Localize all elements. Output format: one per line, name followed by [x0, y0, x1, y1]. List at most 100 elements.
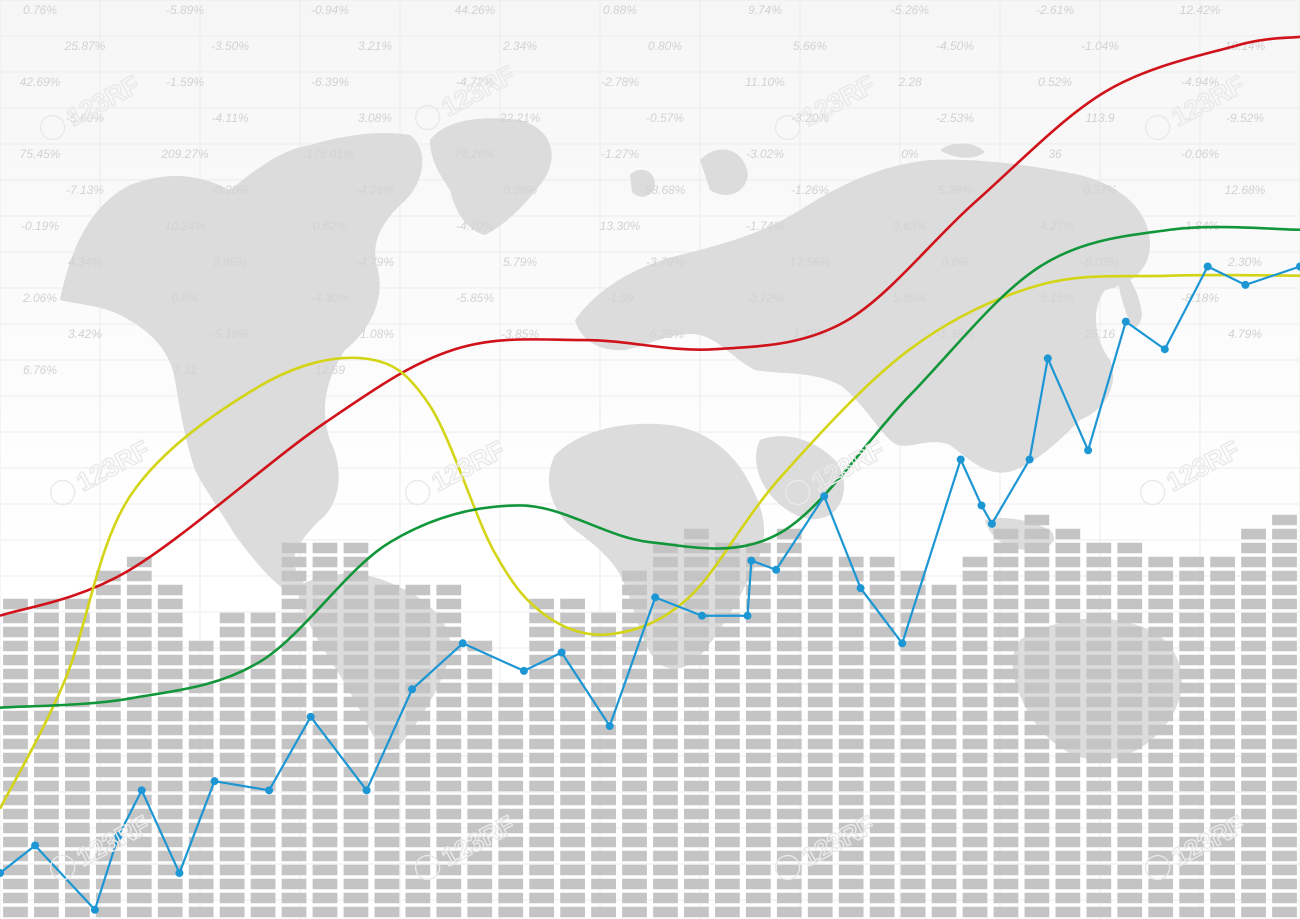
bar-segment [529, 696, 555, 708]
bar-segment [684, 612, 709, 624]
bar-segment [591, 794, 616, 806]
bar-segment [1086, 682, 1112, 694]
bar-segment [745, 822, 771, 834]
bar-segment [157, 612, 183, 624]
data-point [1160, 345, 1169, 354]
bar-segment [467, 724, 493, 736]
bar-segment [776, 724, 802, 736]
bar-segment [1179, 822, 1205, 834]
bar-segment [498, 850, 524, 862]
bar-segment [591, 640, 616, 652]
bar-segment [188, 752, 214, 764]
bar-segment [467, 640, 493, 652]
bar [684, 528, 709, 918]
series-line-4 [0, 265, 1300, 911]
bar-segment [467, 752, 493, 764]
bar-segment [281, 822, 307, 834]
bar-segment [312, 668, 338, 680]
bar [1148, 556, 1174, 918]
bar-segment [1117, 556, 1143, 568]
bar-segment [1179, 892, 1205, 904]
background-label: 5.66% [793, 39, 827, 53]
bar-segment [1055, 752, 1081, 764]
data-point [519, 666, 528, 675]
bar-segment [993, 822, 1019, 834]
bar-segment [1272, 892, 1297, 904]
bar-segment [962, 612, 988, 624]
bar-segment [95, 598, 121, 610]
bar-segment [157, 864, 183, 876]
bar-segment [343, 626, 369, 638]
bar-segment [65, 682, 90, 694]
bar-segment [95, 570, 121, 582]
bar-segment [467, 892, 493, 904]
bar-segment [1055, 542, 1081, 554]
bar-segment [622, 668, 647, 680]
bar-segment [436, 598, 462, 610]
data-point [137, 786, 146, 795]
bar [931, 584, 957, 918]
bar-segment [993, 640, 1019, 652]
bar-segment [1210, 808, 1235, 820]
bar-segment [1241, 682, 1266, 694]
bar-segment [1117, 710, 1143, 722]
bar-segment [1241, 738, 1266, 750]
bar-segment [374, 598, 400, 610]
bar-segment [157, 780, 183, 792]
bar-segment [931, 710, 957, 722]
bar-segment [1272, 836, 1297, 848]
bar-segment [1086, 878, 1112, 890]
bar-segment [653, 682, 678, 694]
bar-segment [188, 738, 214, 750]
watermark-camera-icon [414, 854, 441, 881]
bar-segment [250, 612, 276, 624]
bar-segment [1024, 724, 1050, 736]
bar-segment [962, 570, 988, 582]
bar-segment [1241, 794, 1266, 806]
bar-segment [591, 836, 616, 848]
background-label: -0.06% [1181, 147, 1219, 161]
bar-segment [219, 878, 245, 890]
bar-segment [560, 682, 585, 694]
bar-segment [436, 640, 462, 652]
background-label: 17.56% [790, 255, 831, 269]
bar-segment [34, 822, 59, 834]
data-point [1241, 280, 1250, 289]
bar-segment [560, 836, 585, 848]
bar-segment [931, 780, 957, 792]
bar-segment [622, 752, 647, 764]
bar-segment [250, 892, 276, 904]
bar-segment [869, 738, 895, 750]
bar-segment [374, 668, 400, 680]
watermark-camera-icon [414, 104, 441, 131]
bar-segment [374, 850, 400, 862]
bar-segment [1055, 766, 1081, 778]
bar-segment [95, 878, 121, 890]
background-label: -1.74% [746, 219, 784, 233]
bar-segment [1148, 724, 1174, 736]
background-label: -3.02% [746, 147, 784, 161]
bar-segment [1210, 696, 1235, 708]
data-point [31, 841, 40, 850]
bar [188, 640, 214, 918]
bar-segment [715, 696, 740, 708]
bar-segment [931, 668, 957, 680]
bar-segment [312, 878, 338, 890]
bar-segment [869, 668, 895, 680]
bar-segment [684, 864, 709, 876]
background-label: -3.79% [646, 255, 684, 269]
bar-segment [745, 766, 771, 778]
background-label: 0% [901, 147, 919, 161]
bar-segment [715, 598, 740, 610]
bar-segment [1272, 780, 1297, 792]
bar-segment [1148, 626, 1174, 638]
bar-segment [312, 570, 338, 582]
bar-segment [653, 626, 678, 638]
bar-segment [436, 626, 462, 638]
bar [126, 556, 152, 918]
bar-segment [653, 822, 678, 834]
bar-segment [931, 850, 957, 862]
watermark-camera-icon [39, 114, 66, 141]
background-label: 6.76% [23, 363, 57, 377]
bar-segment [405, 752, 431, 764]
